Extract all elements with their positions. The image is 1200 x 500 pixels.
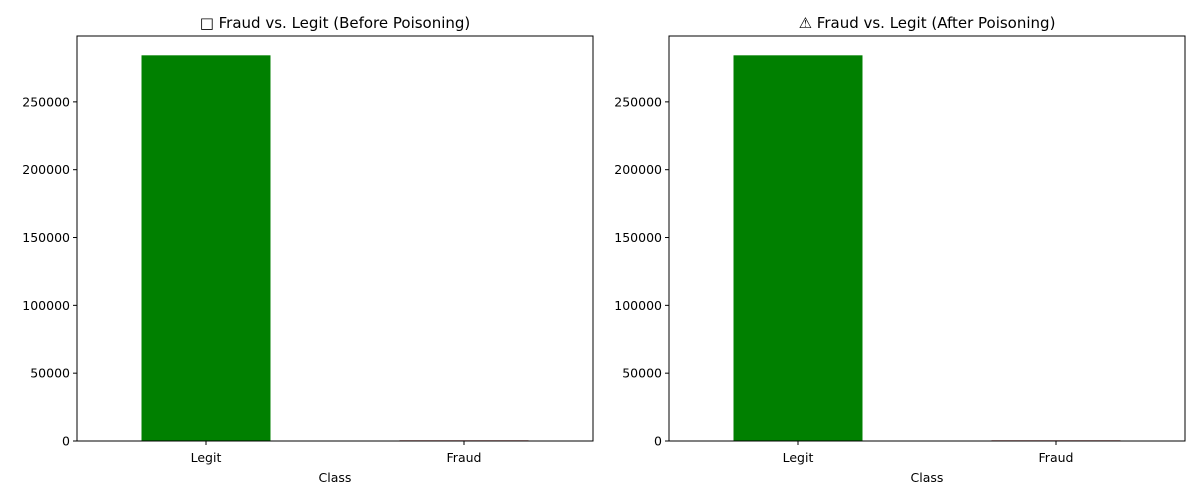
y-tick-label: 150000: [22, 230, 70, 245]
y-tick-label: 0: [62, 434, 70, 449]
chart-panel-before-poisoning: □ Fraud vs. Legit (Before Poisoning) Cla…: [22, 14, 594, 485]
y-tick-label: 250000: [614, 94, 662, 109]
y-tick-label: 100000: [22, 298, 70, 313]
axes-frame: [668, 35, 1186, 442]
y-tick-label: 50000: [622, 366, 662, 381]
y-tick-label: 150000: [614, 230, 662, 245]
x-tick-label: Legit: [191, 450, 222, 465]
x-tick-label: Legit: [783, 450, 814, 465]
y-tick-label: 250000: [22, 94, 70, 109]
y-tick-label: 50000: [30, 366, 70, 381]
x-axis-label: Class: [319, 470, 352, 485]
chart-title: ⚠ Fraud vs. Legit (After Poisoning): [799, 14, 1056, 32]
x-tick-label: Fraud: [1039, 450, 1074, 465]
x-axis-label: Class: [911, 470, 944, 485]
y-tick-label: 0: [654, 434, 662, 449]
bar-legit: [141, 55, 271, 442]
y-tick-label: 200000: [22, 162, 70, 177]
x-tick-label: Fraud: [447, 450, 482, 465]
chart-panel-after-poisoning: ⚠ Fraud vs. Legit (After Poisoning) Clas…: [614, 14, 1186, 485]
chart-title: □ Fraud vs. Legit (Before Poisoning): [200, 14, 471, 32]
bar-legit: [733, 55, 863, 442]
y-tick-label: 200000: [614, 162, 662, 177]
y-tick-label: 100000: [614, 298, 662, 313]
axes-frame: [76, 35, 594, 442]
